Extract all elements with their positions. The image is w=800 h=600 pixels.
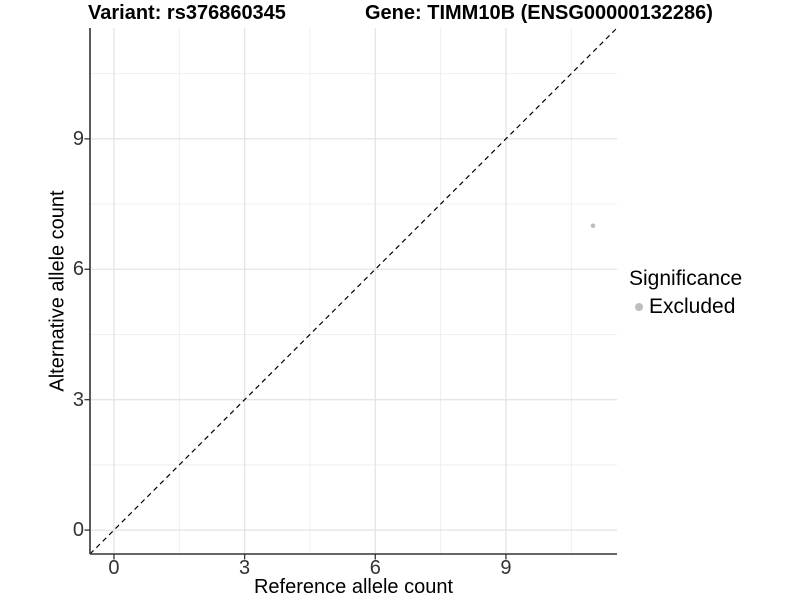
plot-title-variant: Variant: rs376860345 (88, 2, 286, 24)
plot-title-gene: Gene: TIMM10B (ENSG00000132286) (365, 2, 713, 24)
y-tick-label: 3 (72, 388, 84, 411)
legend-item-label: Excluded (649, 295, 736, 318)
x-tick-label: 3 (239, 557, 251, 579)
data-point-excluded (590, 223, 596, 229)
legend-title: Significance (629, 267, 743, 290)
x-tick-label: 9 (500, 557, 512, 579)
y-tick-label: 9 (72, 127, 84, 150)
x-axis-title: Reference allele count (253, 576, 453, 598)
y-axis-title: Alternative allele count (46, 190, 69, 392)
y-tick-label: 0 (72, 519, 84, 542)
y-tick-label: 6 (72, 258, 84, 281)
x-tick-label: 6 (369, 557, 381, 579)
identity-dashed-line (89, 27, 618, 555)
legend-item-excluded: Excluded (635, 294, 742, 320)
x-tick-label: 0 (108, 557, 120, 579)
legend-key-dot-icon (635, 303, 643, 311)
legend: Significance Excluded (629, 266, 742, 320)
